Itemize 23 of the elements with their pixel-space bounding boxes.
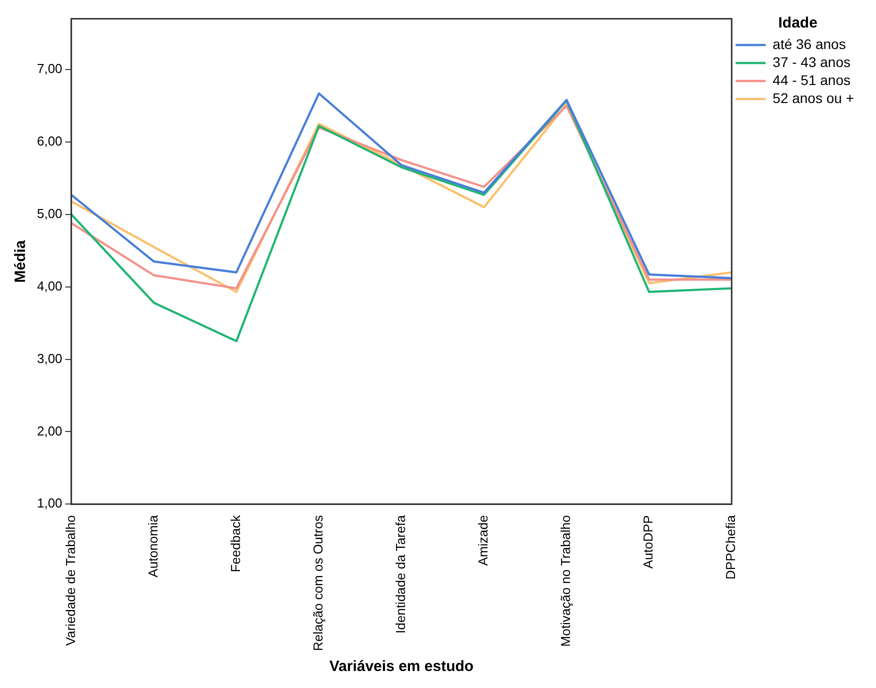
x-tick-label: Variedade de Trabalho — [62, 515, 78, 646]
y-axis-title: Média — [12, 240, 30, 283]
legend-title: Idade — [778, 14, 818, 32]
y-tick-label: 5,00 — [36, 206, 62, 221]
legend-label: 52 anos ou + — [772, 90, 854, 106]
x-tick-label: Autonomia — [145, 514, 160, 578]
y-tick-label: 1,00 — [36, 496, 62, 511]
x-tick-label: Feedback — [228, 514, 243, 572]
x-tick-label: Motivação no Trabalho — [558, 515, 574, 647]
y-tick-label: 6,00 — [36, 134, 62, 149]
x-tick-label: Amizade — [476, 515, 491, 566]
legend-label: 44 - 51 anos — [772, 72, 850, 88]
legend-label: até 36 anos — [772, 36, 846, 52]
x-tick-label: Identidade da Tarefa — [393, 514, 408, 634]
y-tick-label: 3,00 — [36, 350, 62, 366]
x-axis-title: Variáveis em estudo — [329, 658, 474, 676]
y-tick-label: 7,00 — [36, 61, 62, 76]
y-tick-label: 4,00 — [36, 278, 62, 294]
x-tick-label: Relação com os Outros — [310, 514, 326, 652]
legend-label: 37 - 43 anos — [772, 54, 850, 70]
x-tick-label: DPPChefia — [723, 514, 738, 580]
y-tick-label: 2,00 — [36, 423, 62, 438]
x-tick-label: AutoDPP — [640, 515, 656, 569]
